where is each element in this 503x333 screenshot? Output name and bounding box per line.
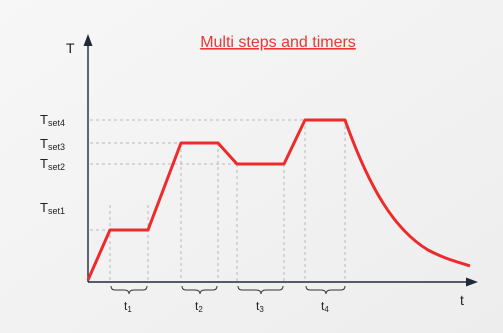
- timer-label-1: t1: [124, 299, 132, 314]
- x-axis-label: t: [460, 292, 464, 308]
- timer-label-2: t2: [195, 299, 203, 314]
- timer-brace-1: [110, 285, 148, 295]
- timer-label-4: t4: [321, 299, 329, 314]
- diagram-title: Multi steps and timers: [200, 34, 356, 51]
- level-label-2: Tset2: [40, 156, 65, 172]
- timer-brace-2: [181, 285, 218, 295]
- y-axis-arrow-icon: [83, 34, 93, 46]
- timer-brace-4: [305, 285, 346, 295]
- y-axis-label: T: [66, 40, 75, 56]
- temperature-curve: [86, 118, 471, 281]
- timer-brace-3: [237, 285, 284, 295]
- level-label-3: Tset3: [40, 136, 65, 152]
- x-axis-arrow-icon: [466, 277, 478, 287]
- timer-label-3: t3: [256, 299, 264, 314]
- level-label-4: Tset4: [40, 112, 65, 128]
- level-label-1: Tset1: [40, 200, 65, 216]
